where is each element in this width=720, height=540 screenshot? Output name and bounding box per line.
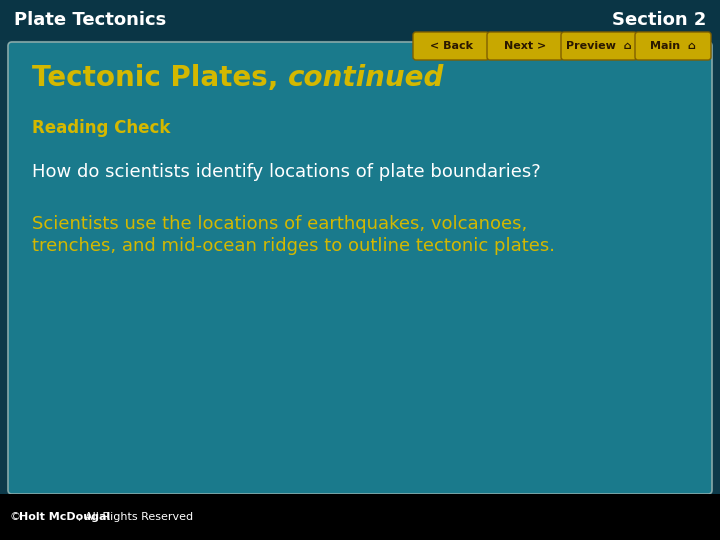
Text: How do scientists identify locations of plate boundaries?: How do scientists identify locations of … [32, 163, 541, 181]
Text: continued: continued [288, 64, 444, 92]
FancyBboxPatch shape [413, 32, 489, 60]
FancyBboxPatch shape [635, 32, 711, 60]
Text: < Back: < Back [430, 41, 472, 51]
Text: ©: © [10, 512, 24, 522]
Polygon shape [0, 494, 720, 540]
FancyBboxPatch shape [8, 42, 712, 494]
Text: Next >: Next > [504, 41, 546, 51]
Polygon shape [0, 0, 720, 40]
Text: Preview  ⌂: Preview ⌂ [566, 41, 632, 51]
Text: Reading Check: Reading Check [32, 119, 171, 137]
Text: Main  ⌂: Main ⌂ [650, 41, 696, 51]
FancyBboxPatch shape [561, 32, 637, 60]
FancyBboxPatch shape [487, 32, 563, 60]
Text: Plate Tectonics: Plate Tectonics [14, 11, 166, 29]
Text: , All Rights Reserved: , All Rights Reserved [78, 512, 193, 522]
Text: trenches, and mid-ocean ridges to outline tectonic plates.: trenches, and mid-ocean ridges to outlin… [32, 237, 555, 255]
Text: Section 2: Section 2 [611, 11, 706, 29]
Text: Scientists use the locations of earthquakes, volcanoes,: Scientists use the locations of earthqua… [32, 215, 527, 233]
Text: Tectonic Plates,: Tectonic Plates, [32, 64, 288, 92]
Text: Holt McDougal: Holt McDougal [19, 512, 110, 522]
